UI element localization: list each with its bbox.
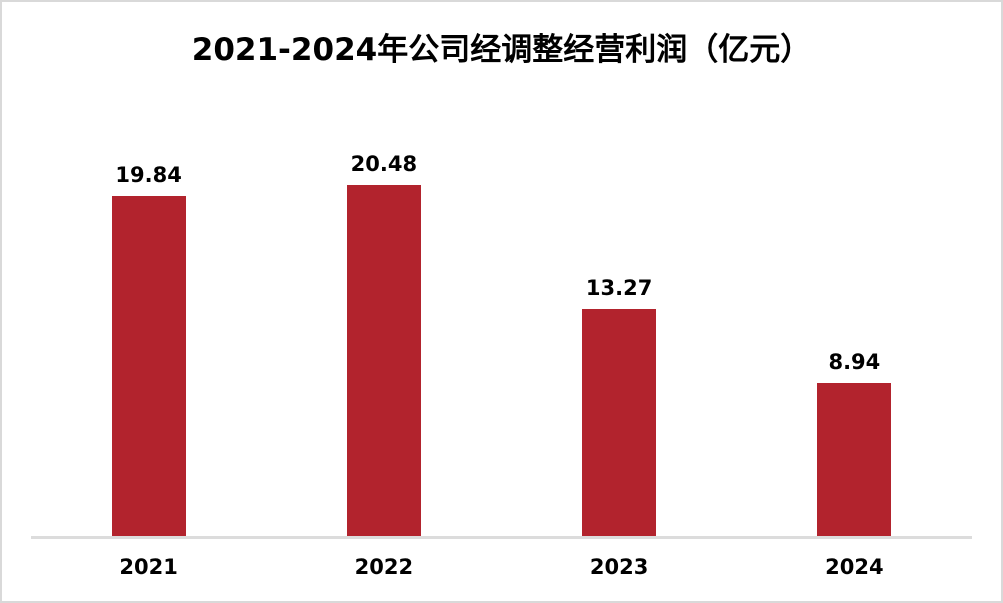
x-axis-tick-label: 2021: [119, 555, 178, 579]
x-axis-tick-labels: 2021 2022 2023 2024: [31, 555, 972, 580]
x-axis-line: [31, 536, 972, 539]
bar-column: 8.94: [737, 349, 972, 536]
bar-value-label: 13.27: [585, 275, 653, 300]
x-axis-tick-label: 2023: [589, 555, 649, 579]
bar-value-label: 19.84: [115, 162, 182, 187]
bar-column: 13.27: [502, 275, 737, 536]
x-axis-tick-label: 2024: [825, 555, 884, 579]
bar: [817, 383, 892, 536]
bar: [346, 185, 421, 536]
bar-column: 19.84: [31, 162, 266, 536]
bar-value-label: 8.94: [828, 349, 881, 374]
bars-row: 19.84 20.48 13.27 8.94: [31, 2, 972, 536]
chart-title: 2021-2024年公司经调整经营利润（亿元）: [191, 32, 812, 68]
bar: [111, 196, 186, 536]
bar: [582, 309, 657, 536]
bar-value-label: 20.48: [350, 151, 418, 176]
x-axis-tick-label: 2022: [354, 555, 414, 579]
bar-column: 20.48: [266, 151, 501, 536]
